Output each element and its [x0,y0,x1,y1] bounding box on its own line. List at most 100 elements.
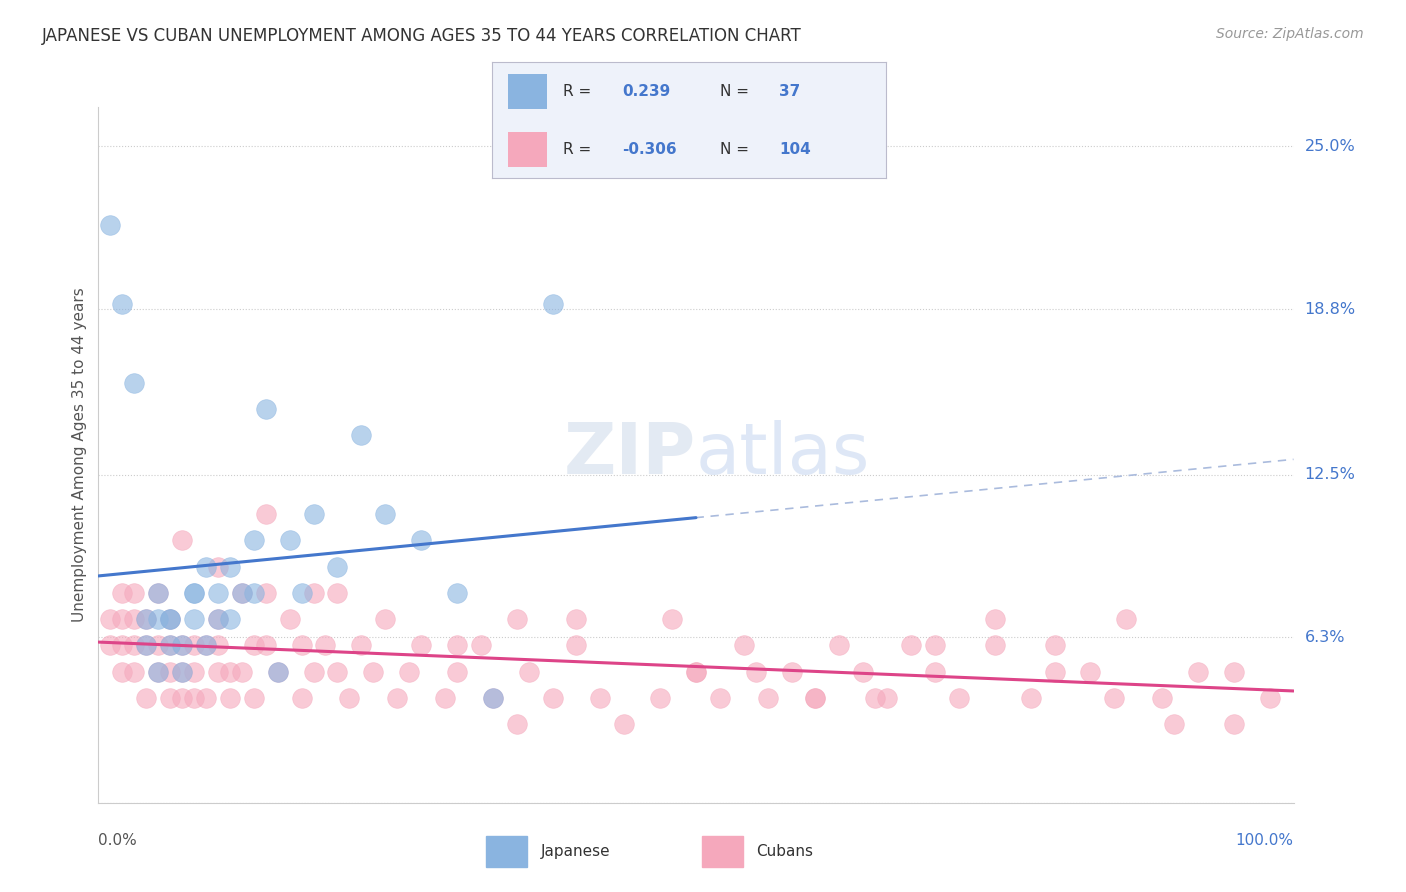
Text: atlas: atlas [696,420,870,490]
Point [124,376,146,390]
Point [983,638,1005,652]
Text: 0.239: 0.239 [621,84,671,99]
Point [506,717,529,731]
Point [159,612,181,626]
Point [1222,717,1246,731]
Point [243,586,266,600]
Point [254,638,277,652]
Point [470,638,492,652]
Point [876,690,898,705]
Point [267,665,290,679]
Point [517,665,540,679]
Point [183,690,205,705]
Point [924,638,946,652]
Point [172,665,194,679]
Point [183,612,205,626]
Point [481,690,505,705]
Text: JAPANESE VS CUBAN UNEMPLOYMENT AMONG AGES 35 TO 44 YEARS CORRELATION CHART: JAPANESE VS CUBAN UNEMPLOYMENT AMONG AGE… [42,27,801,45]
Point [1080,665,1102,679]
Point [159,612,181,626]
Point [852,665,875,679]
Text: N =: N = [720,84,749,99]
Point [159,638,181,652]
Point [589,690,612,705]
Point [148,586,170,600]
Point [863,690,886,705]
Point [172,690,194,705]
Point [350,428,373,442]
Point [374,612,396,626]
Point [278,533,301,548]
Point [948,690,970,705]
Point [111,612,134,626]
Point [159,665,181,679]
Point [613,717,636,731]
Point [326,586,349,600]
Point [385,690,409,705]
Point [207,586,229,600]
Point [446,638,468,652]
Point [481,690,505,705]
Point [219,612,242,626]
Point [219,559,242,574]
Point [231,586,253,600]
Point [231,586,253,600]
Text: 18.8%: 18.8% [1305,301,1355,317]
Point [135,612,157,626]
Point [1222,665,1246,679]
Point [159,638,181,652]
Point [565,612,588,626]
Point [194,638,217,652]
Point [983,612,1005,626]
Point [194,638,217,652]
Point [648,690,672,705]
Point [207,665,229,679]
Point [135,638,157,652]
Point [411,533,433,548]
Point [733,638,755,652]
Text: 0.0%: 0.0% [98,833,138,848]
Text: R =: R = [562,84,591,99]
Point [183,665,205,679]
Point [172,638,194,652]
Text: R =: R = [562,142,591,157]
Point [363,665,385,679]
Point [111,638,134,652]
Text: Source: ZipAtlas.com: Source: ZipAtlas.com [1216,27,1364,41]
Point [98,218,122,232]
Point [111,586,134,600]
Point [326,665,349,679]
Point [446,665,468,679]
Point [231,665,253,679]
Point [183,586,205,600]
Point [900,638,922,652]
Text: 6.3%: 6.3% [1305,630,1346,645]
Text: ZIP: ZIP [564,420,696,490]
Point [243,533,266,548]
Point [924,665,946,679]
Point [709,690,731,705]
Point [124,638,146,652]
Y-axis label: Unemployment Among Ages 35 to 44 years: Unemployment Among Ages 35 to 44 years [72,287,87,623]
Point [135,612,157,626]
Point [411,638,433,652]
Point [124,665,146,679]
Point [207,612,229,626]
Point [159,690,181,705]
Point [1163,717,1185,731]
Point [98,612,122,626]
Point [219,665,242,679]
Point [183,586,205,600]
Point [804,690,827,705]
Point [1150,690,1173,705]
Point [148,665,170,679]
Point [148,586,170,600]
Point [1043,665,1066,679]
Point [278,612,301,626]
Point [124,586,146,600]
Point [1102,690,1125,705]
Point [745,665,768,679]
Point [685,665,707,679]
Point [254,586,277,600]
Point [172,665,194,679]
